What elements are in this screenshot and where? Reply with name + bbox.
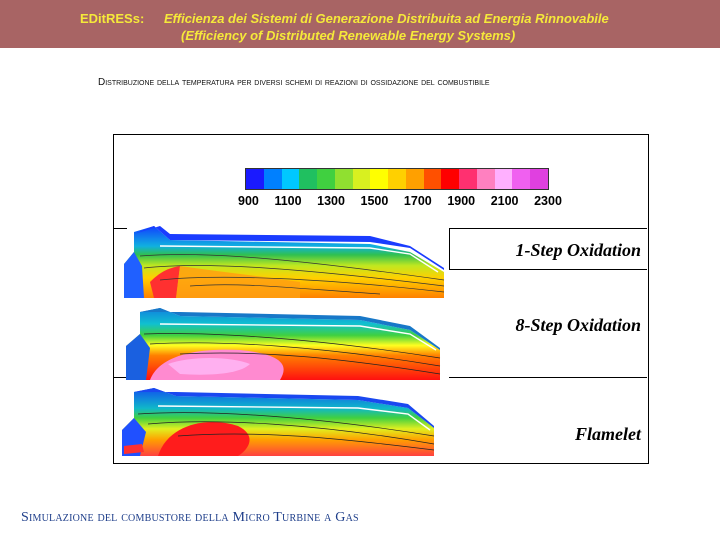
colorbar-tick-label: 2300 xyxy=(534,194,562,208)
colorbar-tick-label: 2100 xyxy=(490,194,519,208)
temperature-map-flamelet xyxy=(122,388,435,456)
banner-title-english: (Efficiency of Distributed Renewable Ene… xyxy=(181,28,516,43)
panel-separator xyxy=(449,269,647,270)
slide-footer: Simulazione del combustore della Micro T… xyxy=(21,510,359,525)
colorbar-swatch xyxy=(317,169,335,189)
colorbar-swatch xyxy=(512,169,531,189)
panel-separator xyxy=(113,228,127,229)
colorbar-swatch xyxy=(423,169,442,189)
colorbar-tick-label: 1100 xyxy=(274,194,302,208)
panel-separator xyxy=(113,377,127,378)
colorbar-swatch xyxy=(263,169,282,189)
temperature-colorbar xyxy=(245,168,549,190)
project-tag: EDitRESs: xyxy=(80,11,145,26)
colorbar-tick-label: 1300 xyxy=(317,194,345,208)
temperature-map-1-step xyxy=(124,226,445,298)
colorbar-swatch xyxy=(246,169,264,189)
colorbar-swatch xyxy=(476,169,495,189)
colorbar-swatch xyxy=(441,169,460,189)
label-1-step-oxidation: 1-Step Oxidation xyxy=(515,240,641,260)
banner-title-italian: Efficienza dei Sistemi di Generazione Di… xyxy=(164,11,609,26)
figure-frame xyxy=(113,134,649,464)
colorbar-tick-label: 1500 xyxy=(360,194,389,208)
colorbar-swatch xyxy=(494,169,513,189)
temperature-map-8-step xyxy=(126,308,441,380)
colorbar-swatch xyxy=(388,169,406,189)
colorbar-tick-label: 1900 xyxy=(447,194,476,208)
colorbar-swatch xyxy=(405,169,424,189)
panel-separator xyxy=(449,377,647,378)
colorbar-swatch xyxy=(281,169,300,189)
panel-separator xyxy=(449,228,647,229)
colorbar-swatch xyxy=(352,169,371,189)
header-banner: EDitRESs: Efficienza dei Sistemi di Gene… xyxy=(0,0,720,48)
label-8-step-oxidation: 8-Step Oxidation xyxy=(515,315,641,335)
colorbar-swatch xyxy=(334,169,353,189)
colorbar-swatch xyxy=(299,169,318,189)
colorbar-tick-label: 900 xyxy=(238,194,259,208)
label-flamelet: Flamelet xyxy=(575,424,641,444)
colorbar-tick-label: 1700 xyxy=(403,194,432,208)
colorbar-swatch xyxy=(459,169,477,189)
slide-subtitle: Distribuzione della temperatura per dive… xyxy=(98,77,490,88)
colorbar-ticks: 900 1100 1300 1500 1700 1900 2100 2300 xyxy=(238,194,562,208)
colorbar-swatch xyxy=(370,169,389,189)
colorbar-swatch xyxy=(530,169,549,189)
panel-divider xyxy=(449,228,450,269)
